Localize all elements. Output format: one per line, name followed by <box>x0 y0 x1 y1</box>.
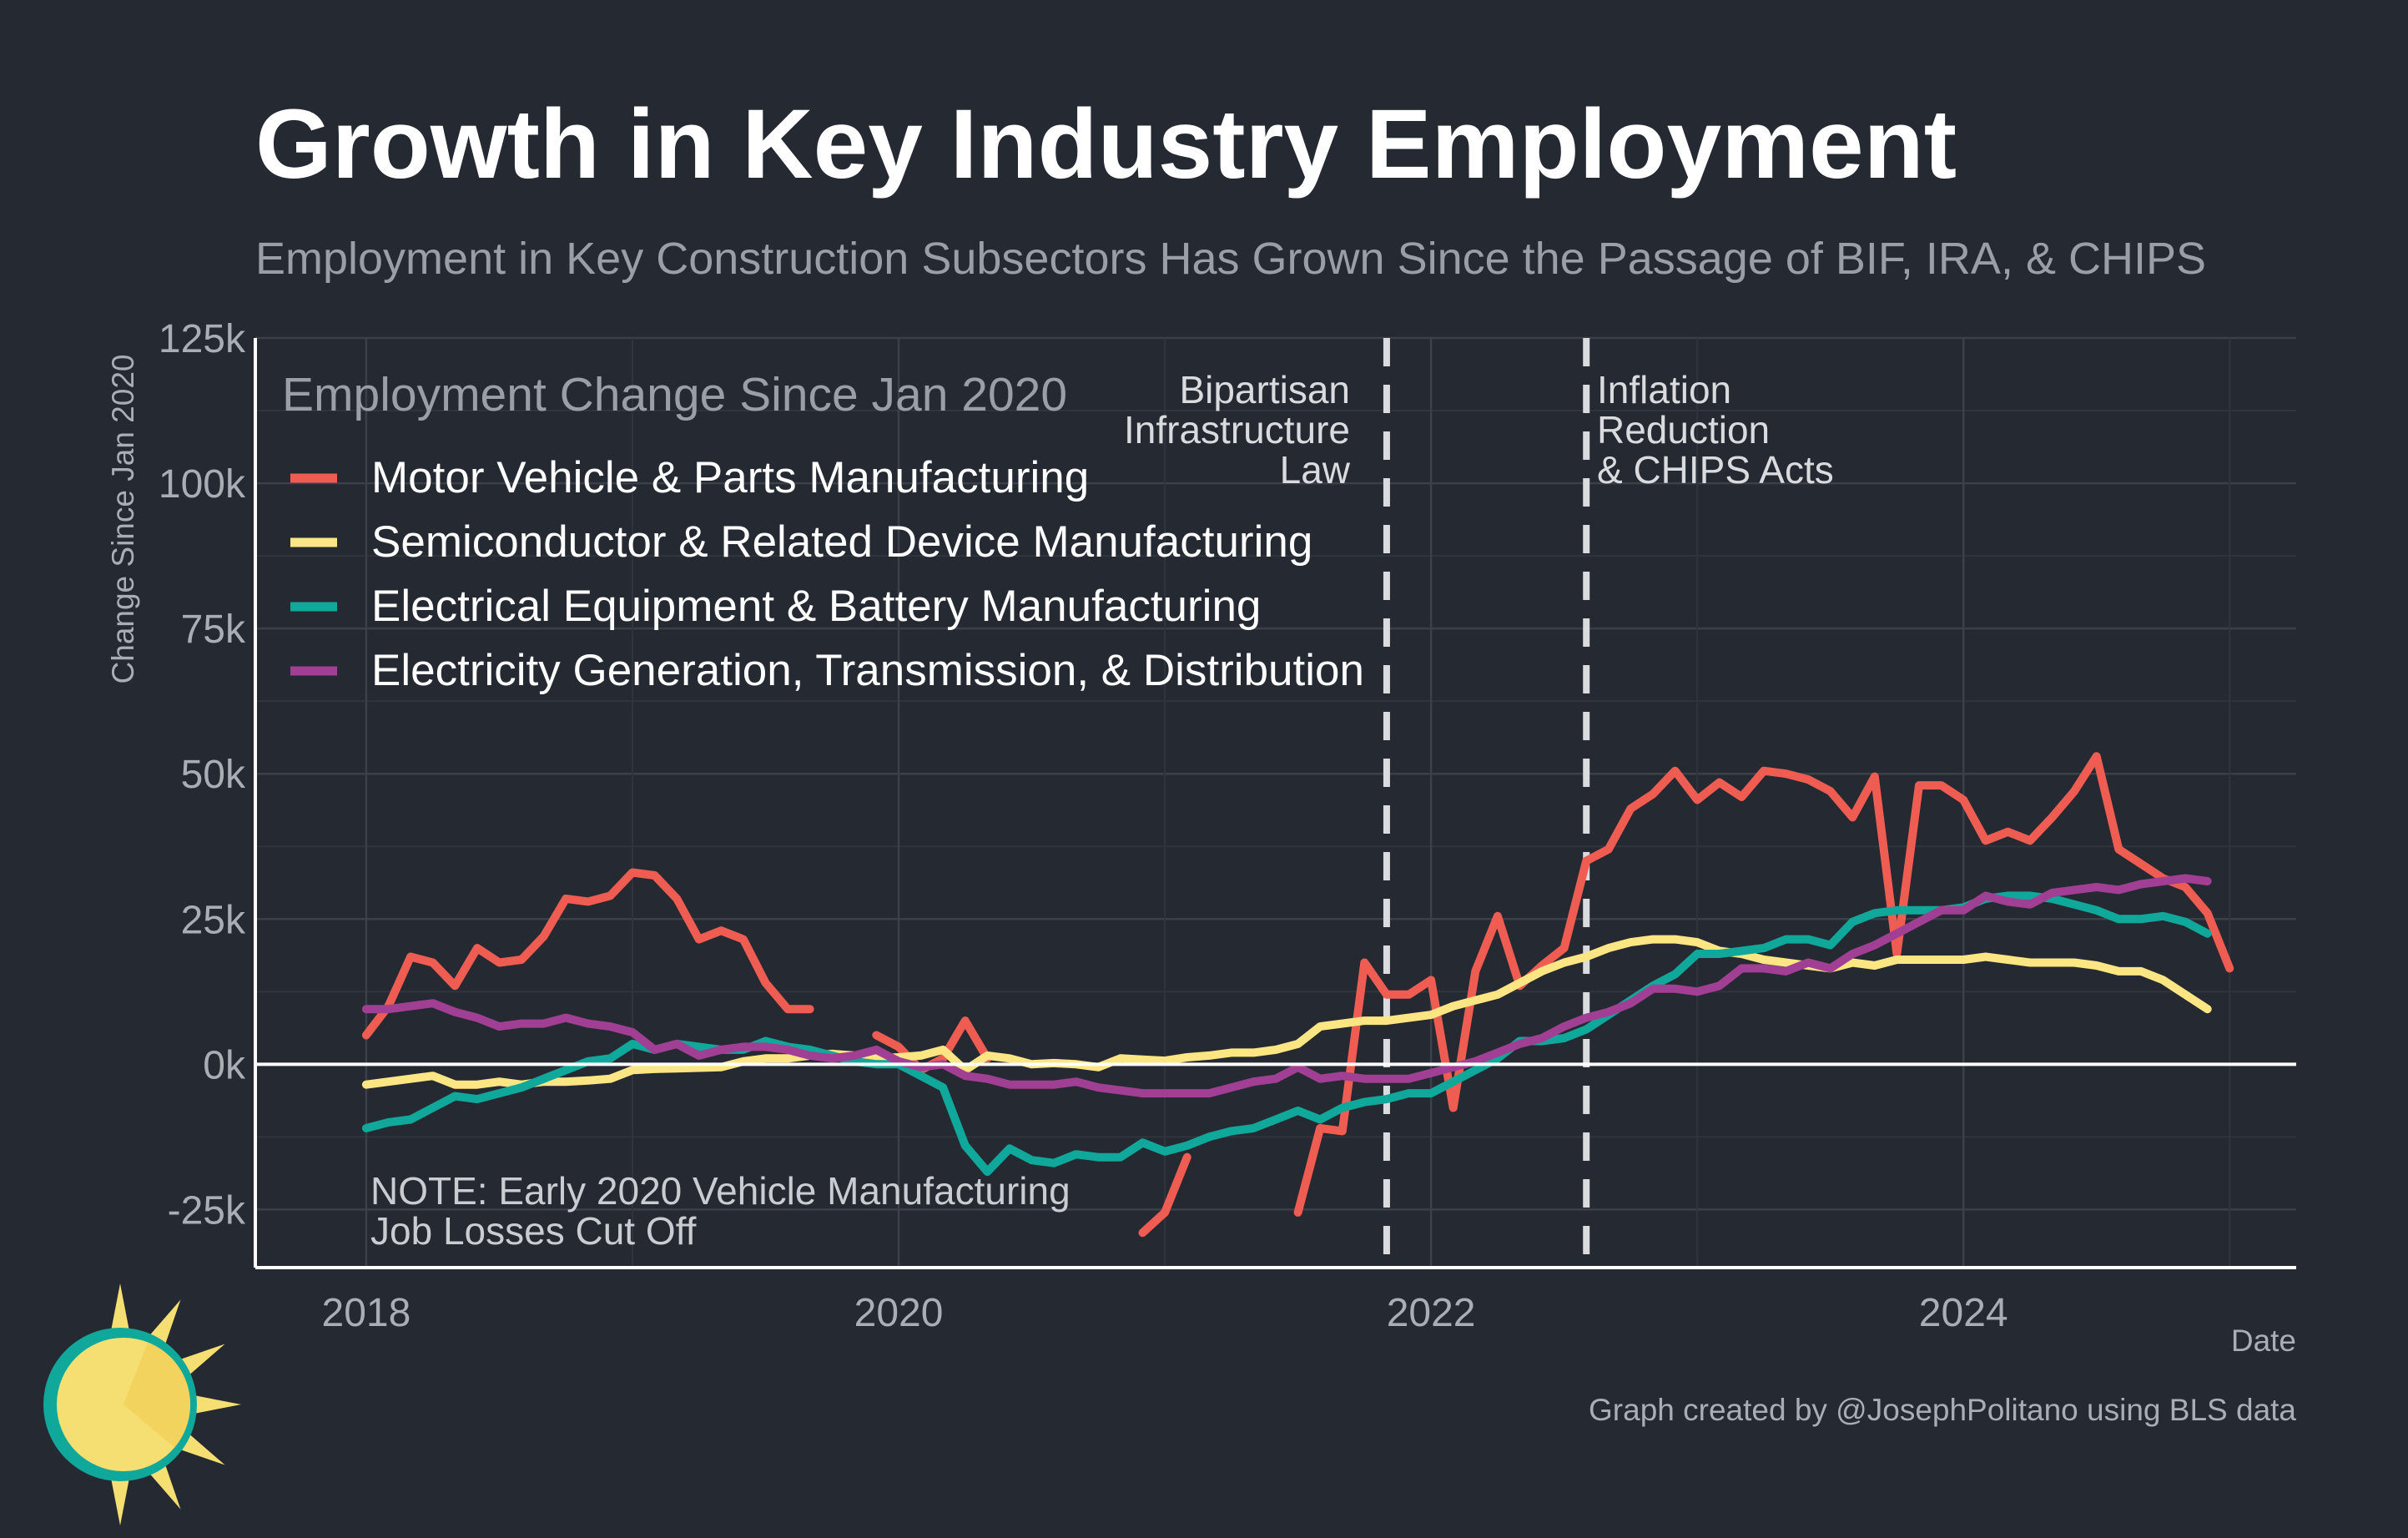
annotation-ira-line-1: Inflation <box>1597 368 1731 411</box>
policy-vertical-lines <box>1383 338 1590 1268</box>
chart-subtitle: Employment in Key Construction Subsector… <box>255 234 2206 284</box>
annotation-bif-line-2: Infrastructure <box>1124 408 1350 451</box>
series-semiconductor-related-device-manufacturing <box>361 935 2212 1089</box>
x-tick-label: 2018 <box>322 1291 411 1335</box>
legend: Employment Change Since Jan 2020 Motor V… <box>282 368 1364 695</box>
chart-note-line-1: NOTE: Early 2020 Vehicle Manufacturing <box>370 1169 1071 1213</box>
credit-text: Graph created by @JosephPolitano using B… <box>1589 1393 2296 1427</box>
chart-title: Growth in Key Industry Employment <box>255 89 1957 199</box>
series-line <box>361 868 814 1040</box>
sun-icon <box>43 1283 241 1525</box>
series-lines <box>361 752 2234 1238</box>
y-tick-label: -25k <box>168 1188 246 1233</box>
legend-label: Electrical Equipment & Battery Manufactu… <box>371 582 1261 631</box>
annotation-bif-line-3: Law <box>1280 448 1351 492</box>
annotation-bif: Bipartisan Infrastructure Law <box>1124 368 1351 492</box>
legend-item: Semiconductor & Related Device Manufactu… <box>290 517 1312 567</box>
y-tick-label: 75k <box>181 608 246 652</box>
legend-item: Motor Vehicle & Parts Manufacturing <box>290 453 1089 502</box>
legend-item: Electricity Generation, Transmission, & … <box>290 646 1364 695</box>
y-tick-label: 100k <box>159 462 246 507</box>
series-electrical-equipment-battery-manufacturing <box>361 891 2212 1177</box>
annotation-ira: Inflation Reduction & CHIPS Acts <box>1597 368 1834 492</box>
series-line <box>361 891 2212 1177</box>
legend-item: Electrical Equipment & Battery Manufactu… <box>290 582 1261 631</box>
grid-lines <box>255 336 2296 1268</box>
y-tick-label: 50k <box>181 753 246 797</box>
legend-title: Employment Change Since Jan 2020 <box>282 368 1067 421</box>
axes: -25k 0k 25k 50k 75k 100k 125k 2018 2020 2022 2024 <box>159 317 2296 1335</box>
y-axis-label: Change Since Jan 2020 <box>106 355 140 684</box>
y-tick-label: 125k <box>159 317 246 361</box>
series-line <box>1138 1152 1191 1238</box>
series-line <box>1293 752 2234 1217</box>
series-motor-vehicle-parts-manufacturing <box>361 752 2234 1238</box>
annotation-ira-line-3: & CHIPS Acts <box>1597 448 1834 492</box>
series-line <box>361 874 2212 1098</box>
y-tick-label: 0k <box>203 1043 246 1087</box>
series-electricity-generation-transmission-distribution <box>361 874 2212 1098</box>
annotation-bif-line-1: Bipartisan <box>1179 368 1350 411</box>
annotation-ira-line-2: Reduction <box>1597 408 1770 451</box>
chart-note: NOTE: Early 2020 Vehicle Manufacturing J… <box>370 1169 1071 1253</box>
series-line <box>361 935 2212 1089</box>
x-axis-label: Date <box>2231 1324 2296 1358</box>
x-tick-label: 2022 <box>1387 1291 1476 1335</box>
x-tick-label: 2024 <box>1919 1291 2008 1335</box>
legend-label: Electricity Generation, Transmission, & … <box>371 646 1364 695</box>
x-tick-label: 2020 <box>854 1291 944 1335</box>
y-tick-label: 25k <box>181 898 246 942</box>
chart-note-line-2: Job Losses Cut Off <box>370 1209 697 1253</box>
legend-label: Motor Vehicle & Parts Manufacturing <box>371 453 1089 502</box>
legend-label: Semiconductor & Related Device Manufactu… <box>371 517 1312 567</box>
